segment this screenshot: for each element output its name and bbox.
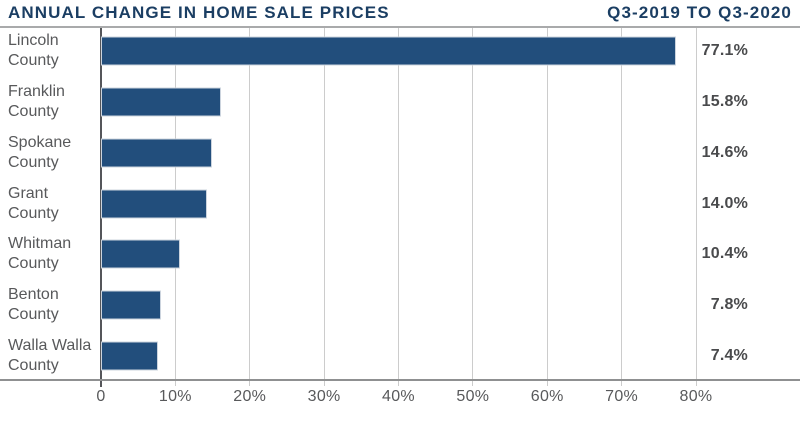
value-label: 7.4% bbox=[710, 346, 748, 364]
county-label: Whitman County bbox=[8, 235, 72, 273]
plot-top-border bbox=[0, 26, 800, 28]
value-label: 7.8% bbox=[710, 295, 748, 313]
x-axis-line bbox=[0, 379, 800, 381]
county-label: Spokane County bbox=[8, 133, 72, 171]
chart-row: Whitman County 10.4% bbox=[0, 229, 800, 280]
gridline bbox=[323, 26, 325, 386]
value-label: 14.0% bbox=[701, 194, 748, 212]
gridline bbox=[472, 26, 474, 386]
county-label: Benton County bbox=[8, 285, 59, 323]
plot-area: Lincoln County 77.1% Franklin County 15.8% Spo… bbox=[0, 26, 800, 387]
x-tick-label: 80% bbox=[679, 388, 713, 405]
county-label: Grant County bbox=[8, 184, 59, 222]
chart-row: Spokane County 14.6% bbox=[0, 127, 800, 178]
value-label: 14.6% bbox=[701, 143, 748, 161]
x-tick-label: 70% bbox=[605, 388, 639, 405]
chart-row: Walla Walla County 7.4% bbox=[0, 330, 800, 381]
chart-period: Q3-2019 TO Q3-2020 bbox=[607, 3, 792, 22]
x-axis: 0 10% 20% 30% 40% 50% 60% 70% 80% bbox=[0, 388, 800, 412]
county-label: Franklin County bbox=[8, 83, 65, 121]
chart-row: Franklin County 15.8% bbox=[0, 77, 800, 128]
chart-header: ANNUAL CHANGE IN HOME SALE PRICES Q3-201… bbox=[8, 3, 792, 23]
bar bbox=[102, 240, 179, 268]
x-tick-label: 40% bbox=[382, 388, 415, 405]
x-tick-label: 30% bbox=[307, 388, 341, 405]
x-tick-label: 50% bbox=[456, 388, 490, 405]
bar bbox=[102, 88, 220, 116]
rows: Lincoln County 77.1% Franklin County 15.8% Spo… bbox=[0, 26, 800, 381]
gridline bbox=[621, 26, 623, 386]
bar bbox=[102, 291, 160, 319]
chart-title: ANNUAL CHANGE IN HOME SALE PRICES bbox=[8, 3, 390, 22]
gridline bbox=[546, 26, 548, 386]
x-tick-label: 20% bbox=[233, 388, 267, 405]
chart-row: Benton County 7.8% bbox=[0, 280, 800, 331]
county-label: Walla Walla County bbox=[8, 336, 92, 374]
value-label: 10.4% bbox=[701, 245, 748, 263]
chart-row: Grant County 14.0% bbox=[0, 178, 800, 229]
value-label: 15.8% bbox=[701, 93, 748, 111]
value-label: 77.1% bbox=[701, 42, 748, 60]
zero-axis-line bbox=[100, 26, 102, 387]
x-tick-label: 0 bbox=[96, 388, 106, 405]
gridline bbox=[398, 26, 399, 386]
county-label: Lincoln County bbox=[8, 32, 59, 70]
x-tick-label: 60% bbox=[530, 388, 564, 405]
bar bbox=[102, 190, 206, 218]
bar bbox=[102, 37, 675, 65]
x-tick-label: 10% bbox=[158, 388, 192, 405]
chart-row: Lincoln County 77.1% bbox=[0, 26, 800, 77]
bar bbox=[102, 342, 157, 370]
gridline bbox=[249, 26, 251, 386]
gridline bbox=[695, 26, 697, 386]
bar bbox=[102, 139, 211, 167]
